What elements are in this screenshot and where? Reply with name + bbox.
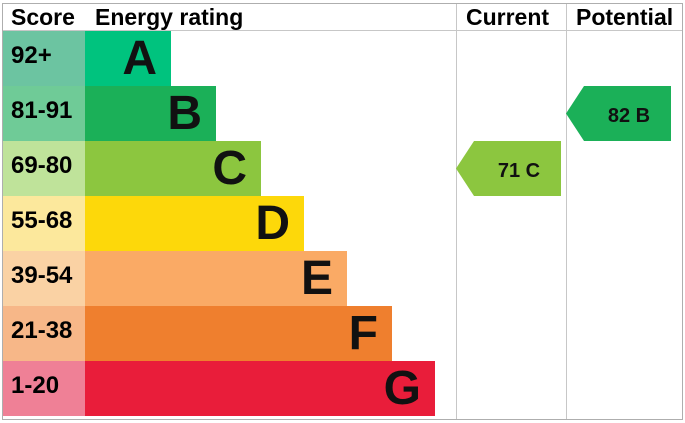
svg-text:71 C: 71 C	[498, 160, 540, 182]
svg-text:82 B: 82 B	[608, 105, 650, 127]
